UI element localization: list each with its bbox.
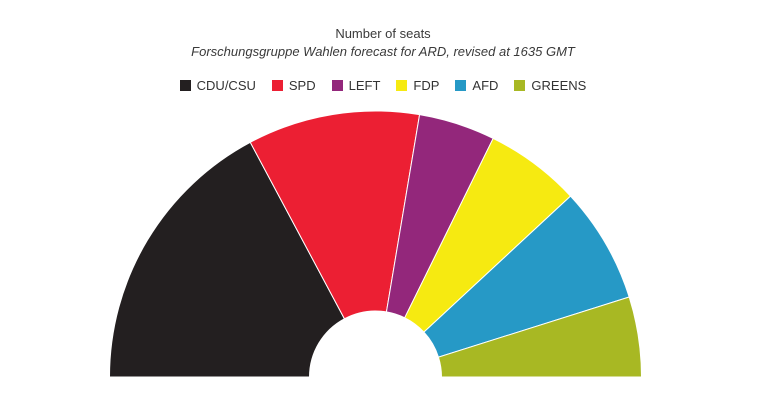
- legend-label: LEFT: [348, 78, 381, 93]
- legend-label: SPD: [288, 78, 316, 93]
- legend-item-greens[interactable]: GREENS: [514, 78, 586, 93]
- chart-subtitle: Forschungsgruppe Wahlen forecast for ARD…: [191, 44, 575, 59]
- legend-swatch: [455, 80, 467, 91]
- legend-item-fdp[interactable]: FDP: [396, 78, 439, 93]
- legend-swatch: [179, 80, 191, 91]
- legend-label: FDP: [413, 78, 440, 93]
- legend-item-cdu-csu[interactable]: CDU/CSU: [179, 78, 256, 93]
- legend-swatch: [514, 80, 526, 91]
- legend-label: AFD: [472, 78, 499, 93]
- legend-item-spd[interactable]: SPD: [271, 78, 316, 93]
- legend-swatch: [271, 80, 283, 91]
- slice-cdu-csu[interactable]: [108, 141, 346, 378]
- legend-label: GREENS: [531, 78, 587, 93]
- legend-swatch: [396, 80, 408, 91]
- chart-legend: CDU/CSU SPD LEFT FDP AFD GREENS: [0, 78, 766, 93]
- legend-item-left[interactable]: LEFT: [331, 78, 381, 93]
- legend-item-afd[interactable]: AFD: [455, 78, 498, 93]
- chart-title: Number of seats: [335, 26, 431, 41]
- slice-spd[interactable]: [249, 110, 421, 320]
- legend-swatch: [331, 80, 343, 91]
- legend-label: CDU/CSU: [196, 78, 256, 93]
- slice-greens[interactable]: [437, 296, 643, 378]
